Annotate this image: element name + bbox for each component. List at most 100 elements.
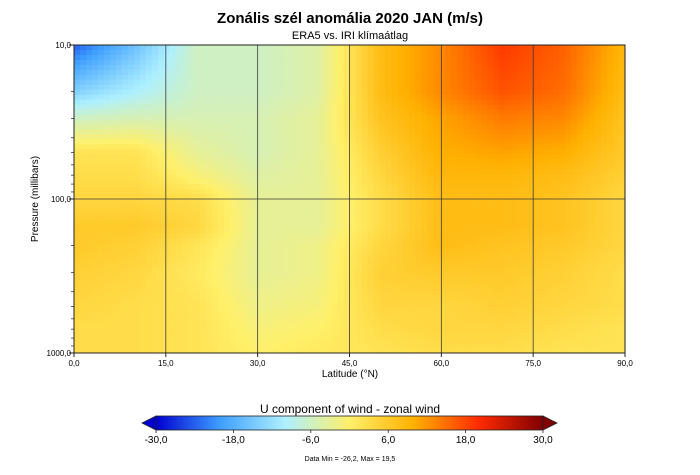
heatmap-cell bbox=[601, 154, 608, 160]
heatmap-cell bbox=[187, 54, 195, 61]
heatmap-cell bbox=[481, 308, 488, 314]
heatmap-cell bbox=[121, 114, 129, 121]
heatmap-cell bbox=[175, 64, 183, 71]
heatmap-cell bbox=[409, 268, 416, 275]
heatmap-cell bbox=[259, 64, 267, 71]
heatmap-cell bbox=[313, 199, 321, 205]
heatmap-cell bbox=[79, 119, 87, 126]
heatmap-cell bbox=[235, 64, 243, 71]
heatmap-cell bbox=[391, 154, 399, 160]
heatmap-cell bbox=[559, 54, 566, 61]
heatmap-cell bbox=[85, 149, 93, 155]
heatmap-cell bbox=[343, 149, 351, 155]
heatmap-cell bbox=[313, 124, 321, 131]
heatmap-cell bbox=[151, 159, 159, 165]
heatmap-cell bbox=[217, 109, 225, 116]
heatmap-cell bbox=[229, 45, 237, 51]
heatmap-cell bbox=[265, 184, 273, 190]
heatmap-cell bbox=[385, 84, 393, 91]
heatmap-cell bbox=[343, 45, 351, 51]
heatmap-cell bbox=[343, 64, 351, 71]
heatmap-cell bbox=[511, 129, 518, 136]
heatmap-cell bbox=[457, 84, 464, 91]
heatmap-cell bbox=[301, 69, 309, 76]
heatmap-cell bbox=[439, 174, 446, 180]
heatmap-cell bbox=[331, 99, 339, 106]
heatmap-cell bbox=[427, 243, 434, 250]
heatmap-cell bbox=[523, 104, 530, 111]
heatmap-cell bbox=[529, 293, 536, 299]
heatmap-cell bbox=[445, 303, 452, 309]
heatmap-cell bbox=[247, 159, 255, 165]
heatmap-cell bbox=[127, 228, 135, 235]
heatmap-cell bbox=[535, 109, 542, 116]
heatmap-cell bbox=[229, 203, 237, 210]
heatmap-cell bbox=[343, 134, 351, 140]
heatmap-cell bbox=[127, 293, 135, 299]
heatmap-cell bbox=[175, 149, 183, 155]
heatmap-cell bbox=[571, 273, 578, 280]
heatmap-cell bbox=[271, 129, 279, 136]
heatmap-cell bbox=[451, 159, 458, 165]
heatmap-cell bbox=[217, 54, 225, 61]
heatmap-cell bbox=[361, 189, 369, 195]
heatmap-cell bbox=[241, 189, 249, 195]
heatmap-cell bbox=[121, 74, 129, 81]
heatmap-cell bbox=[601, 203, 608, 210]
heatmap-cell bbox=[175, 114, 183, 121]
heatmap-cell bbox=[505, 189, 512, 195]
heatmap-cell bbox=[361, 139, 369, 145]
heatmap-cell bbox=[589, 218, 596, 225]
heatmap-cell bbox=[367, 194, 375, 200]
heatmap-cell bbox=[289, 159, 297, 165]
heatmap-cell bbox=[223, 164, 231, 170]
heatmap-cell bbox=[229, 268, 237, 275]
heatmap-cell bbox=[193, 124, 201, 131]
heatmap-cell bbox=[211, 99, 219, 106]
heatmap-cell bbox=[211, 79, 219, 86]
heatmap-cell bbox=[463, 208, 470, 215]
heatmap-cell bbox=[397, 303, 404, 309]
heatmap-cell bbox=[133, 203, 141, 210]
heatmap-cell bbox=[511, 64, 518, 71]
heatmap-cell bbox=[127, 114, 135, 121]
heatmap-cell bbox=[295, 119, 303, 126]
heatmap-cell bbox=[355, 218, 363, 225]
heatmap-cell bbox=[463, 233, 470, 240]
heatmap-cell bbox=[133, 218, 141, 225]
heatmap-cell bbox=[505, 64, 512, 71]
heatmap-cell bbox=[121, 213, 129, 220]
heatmap-cell bbox=[229, 228, 237, 235]
heatmap-cell bbox=[295, 189, 303, 195]
heatmap-cell bbox=[553, 94, 560, 101]
heatmap-cell bbox=[103, 59, 111, 66]
heatmap-cell bbox=[205, 179, 213, 185]
heatmap-cell bbox=[415, 139, 422, 145]
heatmap-cell bbox=[481, 293, 488, 299]
heatmap-cell bbox=[115, 308, 123, 314]
heatmap-cell bbox=[235, 194, 243, 200]
heatmap-cell bbox=[535, 288, 542, 294]
heatmap-cell bbox=[463, 45, 470, 51]
heatmap-cell bbox=[403, 79, 410, 86]
heatmap-cell bbox=[205, 248, 213, 255]
heatmap-cell bbox=[535, 184, 542, 190]
heatmap-cell bbox=[307, 49, 315, 56]
heatmap-cell bbox=[115, 313, 123, 319]
heatmap-cell bbox=[295, 129, 303, 136]
heatmap-cell bbox=[157, 179, 165, 185]
heatmap-cell bbox=[343, 179, 351, 185]
heatmap-cell bbox=[355, 208, 363, 215]
heatmap-cell bbox=[235, 199, 243, 205]
heatmap-cell bbox=[145, 69, 153, 76]
heatmap-cell bbox=[74, 109, 81, 116]
heatmap-cell bbox=[397, 84, 404, 91]
heatmap-cell bbox=[619, 134, 625, 140]
heatmap-cell bbox=[433, 213, 440, 220]
heatmap-cell bbox=[319, 203, 327, 210]
heatmap-cell bbox=[253, 149, 261, 155]
heatmap-cell bbox=[559, 134, 566, 140]
heatmap-cell bbox=[385, 248, 393, 255]
heatmap-cell bbox=[595, 99, 602, 106]
heatmap-cell bbox=[331, 293, 339, 299]
